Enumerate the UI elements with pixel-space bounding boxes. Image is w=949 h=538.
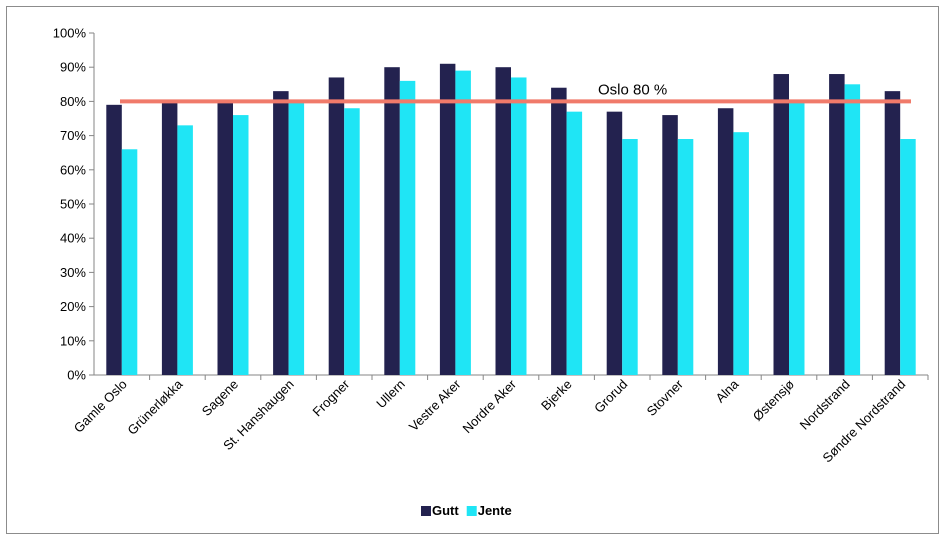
bar-gutt-10 xyxy=(662,115,678,375)
y-tick-label: 100% xyxy=(53,26,87,41)
y-tick-label: 30% xyxy=(60,265,86,280)
bar-gutt-13 xyxy=(829,74,845,375)
y-tick-label: 50% xyxy=(60,197,86,212)
bar-gutt-9 xyxy=(606,111,623,375)
bar-jente-1 xyxy=(177,125,193,375)
bar-gutt-0 xyxy=(106,104,122,375)
bar-gutt-12 xyxy=(773,74,789,375)
bar-gutt-8 xyxy=(551,87,567,375)
bar-jente-14 xyxy=(900,139,916,375)
bar-gutt-7 xyxy=(495,67,511,375)
bar-jente-5 xyxy=(399,80,416,375)
x-category-label: Sagene xyxy=(199,377,241,419)
x-category-label: Stovner xyxy=(644,376,687,419)
x-category-label: Bjerke xyxy=(538,377,575,414)
x-category-label: Gamle Oslo xyxy=(71,377,130,436)
x-category-label: Ullern xyxy=(373,377,408,412)
bar-jente-11 xyxy=(733,132,749,375)
bar-jente-13 xyxy=(844,84,861,376)
bar-jente-10 xyxy=(677,139,694,375)
legend-label-jente: Jente xyxy=(478,503,512,518)
bar-jente-7 xyxy=(511,77,527,376)
x-category-label: Vestre Aker xyxy=(406,376,464,434)
x-category-label: Grorud xyxy=(591,377,630,416)
bar-gutt-6 xyxy=(439,63,456,375)
y-tick-label: 80% xyxy=(60,94,86,109)
legend-swatch-gutt xyxy=(421,506,431,516)
bar-jente-12 xyxy=(789,101,805,376)
bar-gutt-2 xyxy=(217,101,233,376)
bar-jente-2 xyxy=(233,115,249,375)
bar-gutt-1 xyxy=(161,101,178,376)
y-tick-label: 20% xyxy=(60,299,86,314)
y-tick-label: 40% xyxy=(60,231,86,246)
y-tick-label: 70% xyxy=(60,128,86,143)
y-tick-label: 0% xyxy=(67,368,86,383)
bar-gutt-4 xyxy=(328,77,345,376)
x-category-label: Frogner xyxy=(310,376,353,419)
y-tick-label: 90% xyxy=(60,60,86,75)
x-category-label: Grünerløkka xyxy=(124,376,186,438)
bar-jente-0 xyxy=(121,149,138,375)
bar-jente-9 xyxy=(622,139,638,375)
x-category-label: Alna xyxy=(713,376,743,406)
bar-gutt-11 xyxy=(717,108,734,376)
bar-gutt-14 xyxy=(884,91,901,375)
legend-swatch-jente xyxy=(466,506,477,516)
bar-jente-4 xyxy=(344,108,360,376)
bar-gutt-3 xyxy=(273,91,289,375)
x-category-label: Nordstrand xyxy=(797,377,853,433)
y-tick-label: 60% xyxy=(60,162,86,177)
bar-jente-8 xyxy=(566,111,583,375)
bar-gutt-5 xyxy=(384,67,400,375)
reference-line-label: Oslo 80 % xyxy=(598,81,667,98)
bar-jente-3 xyxy=(288,101,305,376)
x-category-label: Østensjø xyxy=(750,376,797,423)
bar-jente-6 xyxy=(455,70,471,376)
legend-label-gutt: Gutt xyxy=(432,503,459,518)
y-tick-label: 10% xyxy=(60,333,86,348)
x-category-label: Nordre Aker xyxy=(459,376,519,436)
